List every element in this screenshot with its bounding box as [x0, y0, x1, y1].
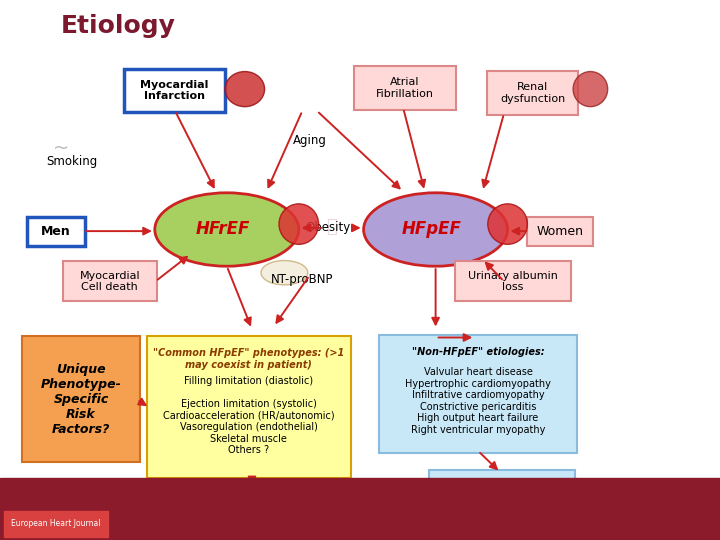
FancyBboxPatch shape	[354, 66, 456, 110]
Text: Myocardial
Infarction: Myocardial Infarction	[140, 79, 209, 102]
Text: Etiology: Etiology	[61, 14, 176, 37]
Text: Filling limitation (diastolic)

Ejection limitation (systolic)
Cardioacceleratio: Filling limitation (diastolic) Ejection …	[163, 376, 335, 456]
Text: Women: Women	[536, 225, 583, 238]
Text: ~: ~	[53, 138, 69, 158]
Text: Urinary albumin
loss: Urinary albumin loss	[468, 271, 558, 292]
Text: HFrEF: HFrEF	[196, 220, 251, 239]
Ellipse shape	[488, 204, 527, 244]
Text: Unique
Phenotype-
Specific
Risk
Factors?: Unique Phenotype- Specific Risk Factors?	[40, 363, 122, 436]
Bar	[0, 478, 720, 540]
FancyBboxPatch shape	[527, 217, 593, 246]
FancyBboxPatch shape	[487, 71, 578, 115]
Text: Smoking: Smoking	[46, 156, 98, 168]
Text: Renal
dysfunction: Renal dysfunction	[500, 82, 565, 104]
FancyBboxPatch shape	[147, 336, 351, 478]
Text: Atrial
Fibrillation: Atrial Fibrillation	[376, 77, 434, 98]
Text: "Non-HFpEF" etiologies:: "Non-HFpEF" etiologies:	[412, 347, 544, 357]
Ellipse shape	[155, 193, 299, 266]
Text: Men: Men	[41, 225, 71, 238]
Text: Unique Phenotype-specific
Treatments?: Unique Phenotype-specific Treatments?	[176, 496, 315, 517]
Text: NT-proBNP: NT-proBNP	[271, 273, 333, 286]
Text: Aging: Aging	[292, 134, 327, 147]
FancyBboxPatch shape	[161, 486, 329, 527]
FancyBboxPatch shape	[124, 69, 225, 112]
Text: "Common HFpEF" phenotypes: (>1
may coexist in patient): "Common HFpEF" phenotypes: (>1 may coexi…	[153, 348, 344, 370]
Ellipse shape	[573, 71, 608, 107]
Text: European Heart Journal: European Heart Journal	[11, 519, 100, 528]
Bar	[4, 511, 108, 537]
FancyBboxPatch shape	[27, 217, 85, 246]
Ellipse shape	[279, 204, 319, 244]
FancyBboxPatch shape	[22, 336, 140, 462]
Text: Etiology-specific
Treatments (surgery,
chemotherapy): Etiology-specific Treatments (surgery, c…	[451, 482, 554, 515]
Text: 🚶: 🚶	[326, 218, 336, 236]
Ellipse shape	[225, 71, 265, 107]
FancyBboxPatch shape	[379, 335, 577, 453]
Text: Myocardial
Cell death: Myocardial Cell death	[79, 271, 140, 292]
Text: HFpEF: HFpEF	[402, 220, 462, 239]
Ellipse shape	[261, 261, 308, 285]
Ellipse shape	[364, 193, 508, 266]
FancyBboxPatch shape	[455, 261, 571, 301]
FancyBboxPatch shape	[63, 261, 157, 301]
Text: Valvular heart disease
Hypertrophic cardiomyopathy
Infiltrative cardiomyopathy
C: Valvular heart disease Hypertrophic card…	[405, 367, 551, 435]
FancyBboxPatch shape	[429, 470, 575, 526]
Text: Obesity: Obesity	[305, 221, 350, 234]
